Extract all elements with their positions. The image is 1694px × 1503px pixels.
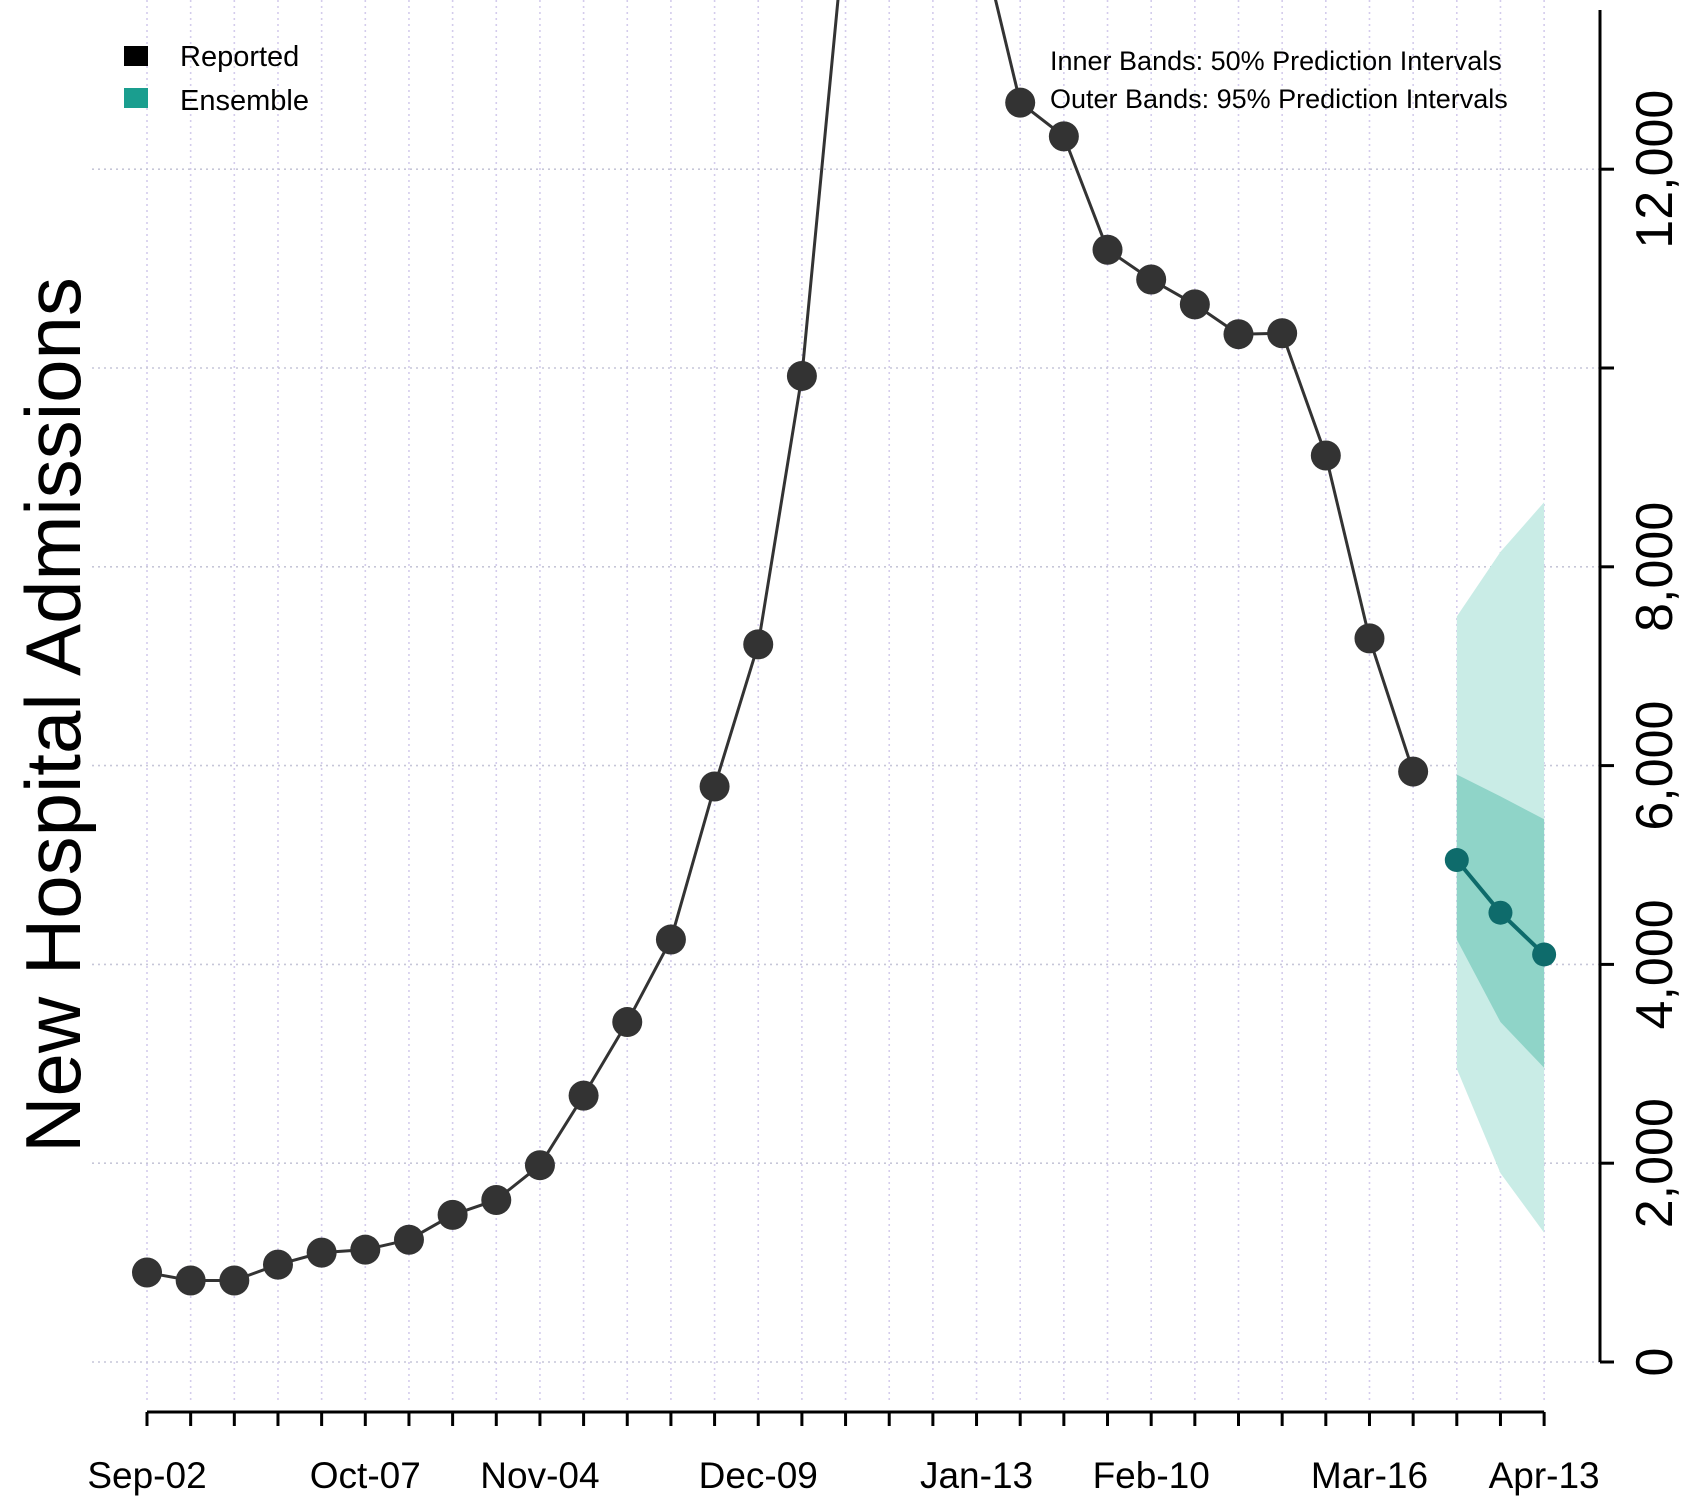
y-axis-label: New Hospital Admissions (9, 277, 97, 1153)
reported-point (1048, 121, 1079, 152)
reported-point (393, 1224, 424, 1255)
reported-point (437, 1199, 468, 1230)
reported-point (1398, 756, 1429, 787)
x-tick-label: Feb-10 (1093, 1455, 1210, 1496)
annotation: Inner Bands: 50% Prediction Intervals Ou… (1050, 46, 1508, 114)
reported-line (146, 0, 1415, 1282)
legend-swatch-ensemble (124, 88, 148, 108)
reported-point (175, 1265, 206, 1296)
reported-point (1267, 318, 1298, 349)
reported-point (612, 1007, 643, 1038)
reported-point (1005, 87, 1036, 118)
reported-point (655, 924, 686, 955)
prediction-bands (1456, 502, 1545, 1233)
reported-point (350, 1234, 381, 1265)
y-tick-label: 4,000 (1626, 899, 1684, 1029)
legend-label-ensemble: Ensemble (180, 85, 309, 117)
reported-point (1354, 623, 1385, 654)
y-tick-label: 0 (1626, 1348, 1684, 1377)
x-tick-label: Jan-13 (920, 1455, 1033, 1496)
reported-point (481, 1184, 512, 1215)
reported-point (1136, 264, 1167, 295)
reported-point (1179, 289, 1210, 320)
grid-lines (92, 0, 1600, 1400)
reported-point (743, 629, 774, 660)
reported-point (1310, 440, 1341, 471)
reported-point (524, 1150, 555, 1181)
x-tick-label: Dec-09 (699, 1455, 818, 1496)
reported-point (1223, 319, 1254, 350)
x-tick-label: Nov-04 (480, 1455, 599, 1496)
reported-point (1092, 234, 1123, 265)
reported-point (786, 360, 817, 391)
annotation-outer-bands: Outer Bands: 95% Prediction Intervals (1050, 84, 1508, 114)
x-tick-label: Sep-02 (87, 1455, 206, 1496)
legend-label-reported: Reported (180, 41, 299, 73)
reported-point (219, 1265, 250, 1296)
reported-point (699, 771, 730, 802)
ensemble-point (1444, 848, 1469, 873)
ensemble-point (1488, 900, 1513, 925)
y-tick-label: 6,000 (1626, 701, 1684, 831)
annotation-inner-bands: Inner Bands: 50% Prediction Intervals (1050, 46, 1502, 76)
series-points (132, 87, 1557, 1296)
x-tick-label: Apr-13 (1489, 1455, 1600, 1496)
reported-point (132, 1257, 162, 1288)
reported-point (262, 1249, 293, 1280)
axes: Sep-02 Oct-07 Nov-04 Dec-09 Jan-13 Feb-10 Mar-… (87, 10, 1684, 1496)
ensemble-point (1532, 942, 1557, 967)
y-tick-label: 2,000 (1626, 1098, 1684, 1228)
x-tick-label: Oct-07 (310, 1455, 421, 1496)
y-tick-label: 12,000 (1626, 90, 1684, 249)
legend: Reported Ensemble (124, 41, 309, 117)
reported-point (568, 1080, 599, 1111)
y-tick-label: 8,000 (1626, 502, 1684, 632)
x-tick-label: Mar-16 (1311, 1455, 1428, 1496)
reported-point (306, 1237, 337, 1268)
legend-swatch-reported (124, 46, 148, 66)
